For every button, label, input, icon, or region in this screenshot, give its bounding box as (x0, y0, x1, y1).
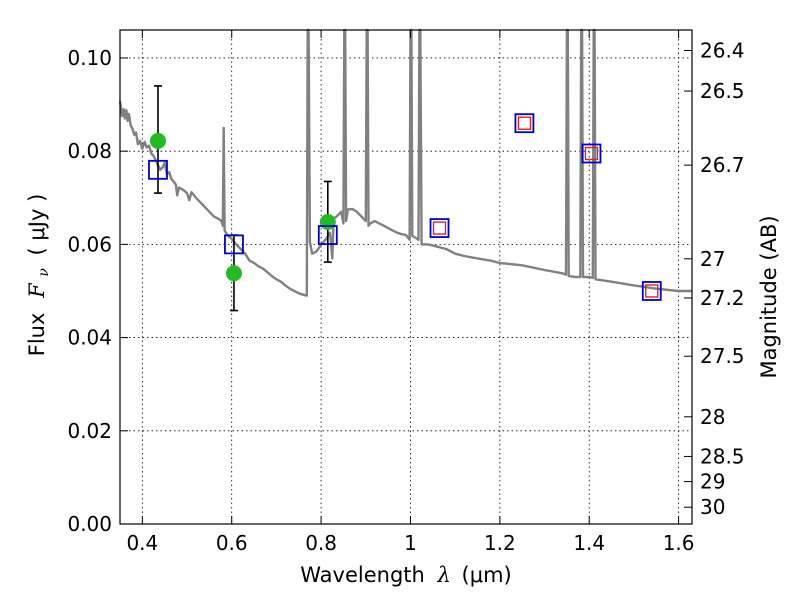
model-photometry-box (429, 218, 450, 238)
y-tick-label: 0.06 (67, 232, 112, 256)
observed-point (319, 214, 336, 231)
y-tick-label: 0.10 (67, 46, 112, 70)
y-tick-label: 0.04 (67, 326, 112, 350)
observed-point (149, 132, 166, 149)
model-photometry-box (641, 281, 662, 301)
model-photometry-box (581, 143, 602, 164)
x-axis-title: Wavelength λ (μm) (300, 563, 511, 587)
y-axis-title-symbol: F (25, 282, 49, 299)
y-tick-label: 0.02 (67, 419, 112, 443)
y-axis-title-subscript: ν (36, 268, 52, 277)
model-spectrum-group (118, 28, 692, 297)
model-photometry-box (514, 113, 535, 134)
y-tick-label: 0.08 (67, 139, 112, 163)
x-axis-title-unit: (μm) (462, 563, 512, 587)
x-tick-label: 0.4 (126, 531, 158, 555)
observed-point (225, 265, 242, 282)
mag-tick-label: 30 (700, 495, 725, 519)
y2-axis-title: Magnitude (AB) (757, 215, 781, 378)
x-tick-label: 1.2 (484, 531, 516, 555)
x-tick-label: 0.6 (216, 531, 248, 555)
upper-limit-box (645, 284, 659, 298)
plot-frame (119, 29, 693, 525)
mag-tick-label: 26.5 (700, 79, 745, 103)
tick-labels: 0.4 0.6 0.8 1 1.2 1.4 1.6 0.00 0.02 0.04 0.06 0.08 0… (67, 39, 744, 555)
y-axis-title: Flux F ν ( μJy ) (25, 194, 53, 357)
mag-tick-label: 28.5 (700, 444, 745, 468)
mag-tick-label: 29 (700, 470, 725, 494)
model-photometry-box (148, 159, 168, 180)
mag-tick-label: 26.4 (700, 39, 745, 63)
upper-limit-box (517, 116, 532, 130)
mag-tick-label: 28 (700, 405, 725, 429)
model-photometry-box (317, 225, 338, 245)
upper-limit-box (584, 146, 599, 161)
model-photometry-box (224, 234, 244, 255)
x-tick-label: 1 (404, 531, 417, 555)
mag-tick-label: 27.2 (700, 286, 745, 310)
grid-lines (120, 30, 692, 525)
x-tick-label: 1.4 (573, 531, 605, 555)
y-axis-title-unit: ( μJy ) (25, 194, 49, 256)
mag-tick-label: 27 (700, 247, 725, 271)
mag-tick-label: 26.7 (700, 153, 745, 177)
y-tick-label: 0.00 (67, 512, 112, 536)
mag-tick-label: 27.5 (700, 344, 745, 368)
x-tick-label: 0.8 (305, 531, 337, 555)
model-photometry-boxes (148, 113, 662, 301)
x-axis-title-prefix: Wavelength (300, 563, 425, 587)
upper-limit-boxes (432, 116, 659, 298)
model-spectrum-line (118, 28, 692, 297)
y-axis-title-prefix: Flux (25, 313, 49, 357)
upper-limit-box (432, 221, 447, 235)
x-tick-label: 1.6 (663, 531, 695, 555)
axis-ticks (120, 30, 692, 525)
x-axis-title-symbol: λ (437, 563, 451, 587)
error-bars (153, 85, 332, 312)
